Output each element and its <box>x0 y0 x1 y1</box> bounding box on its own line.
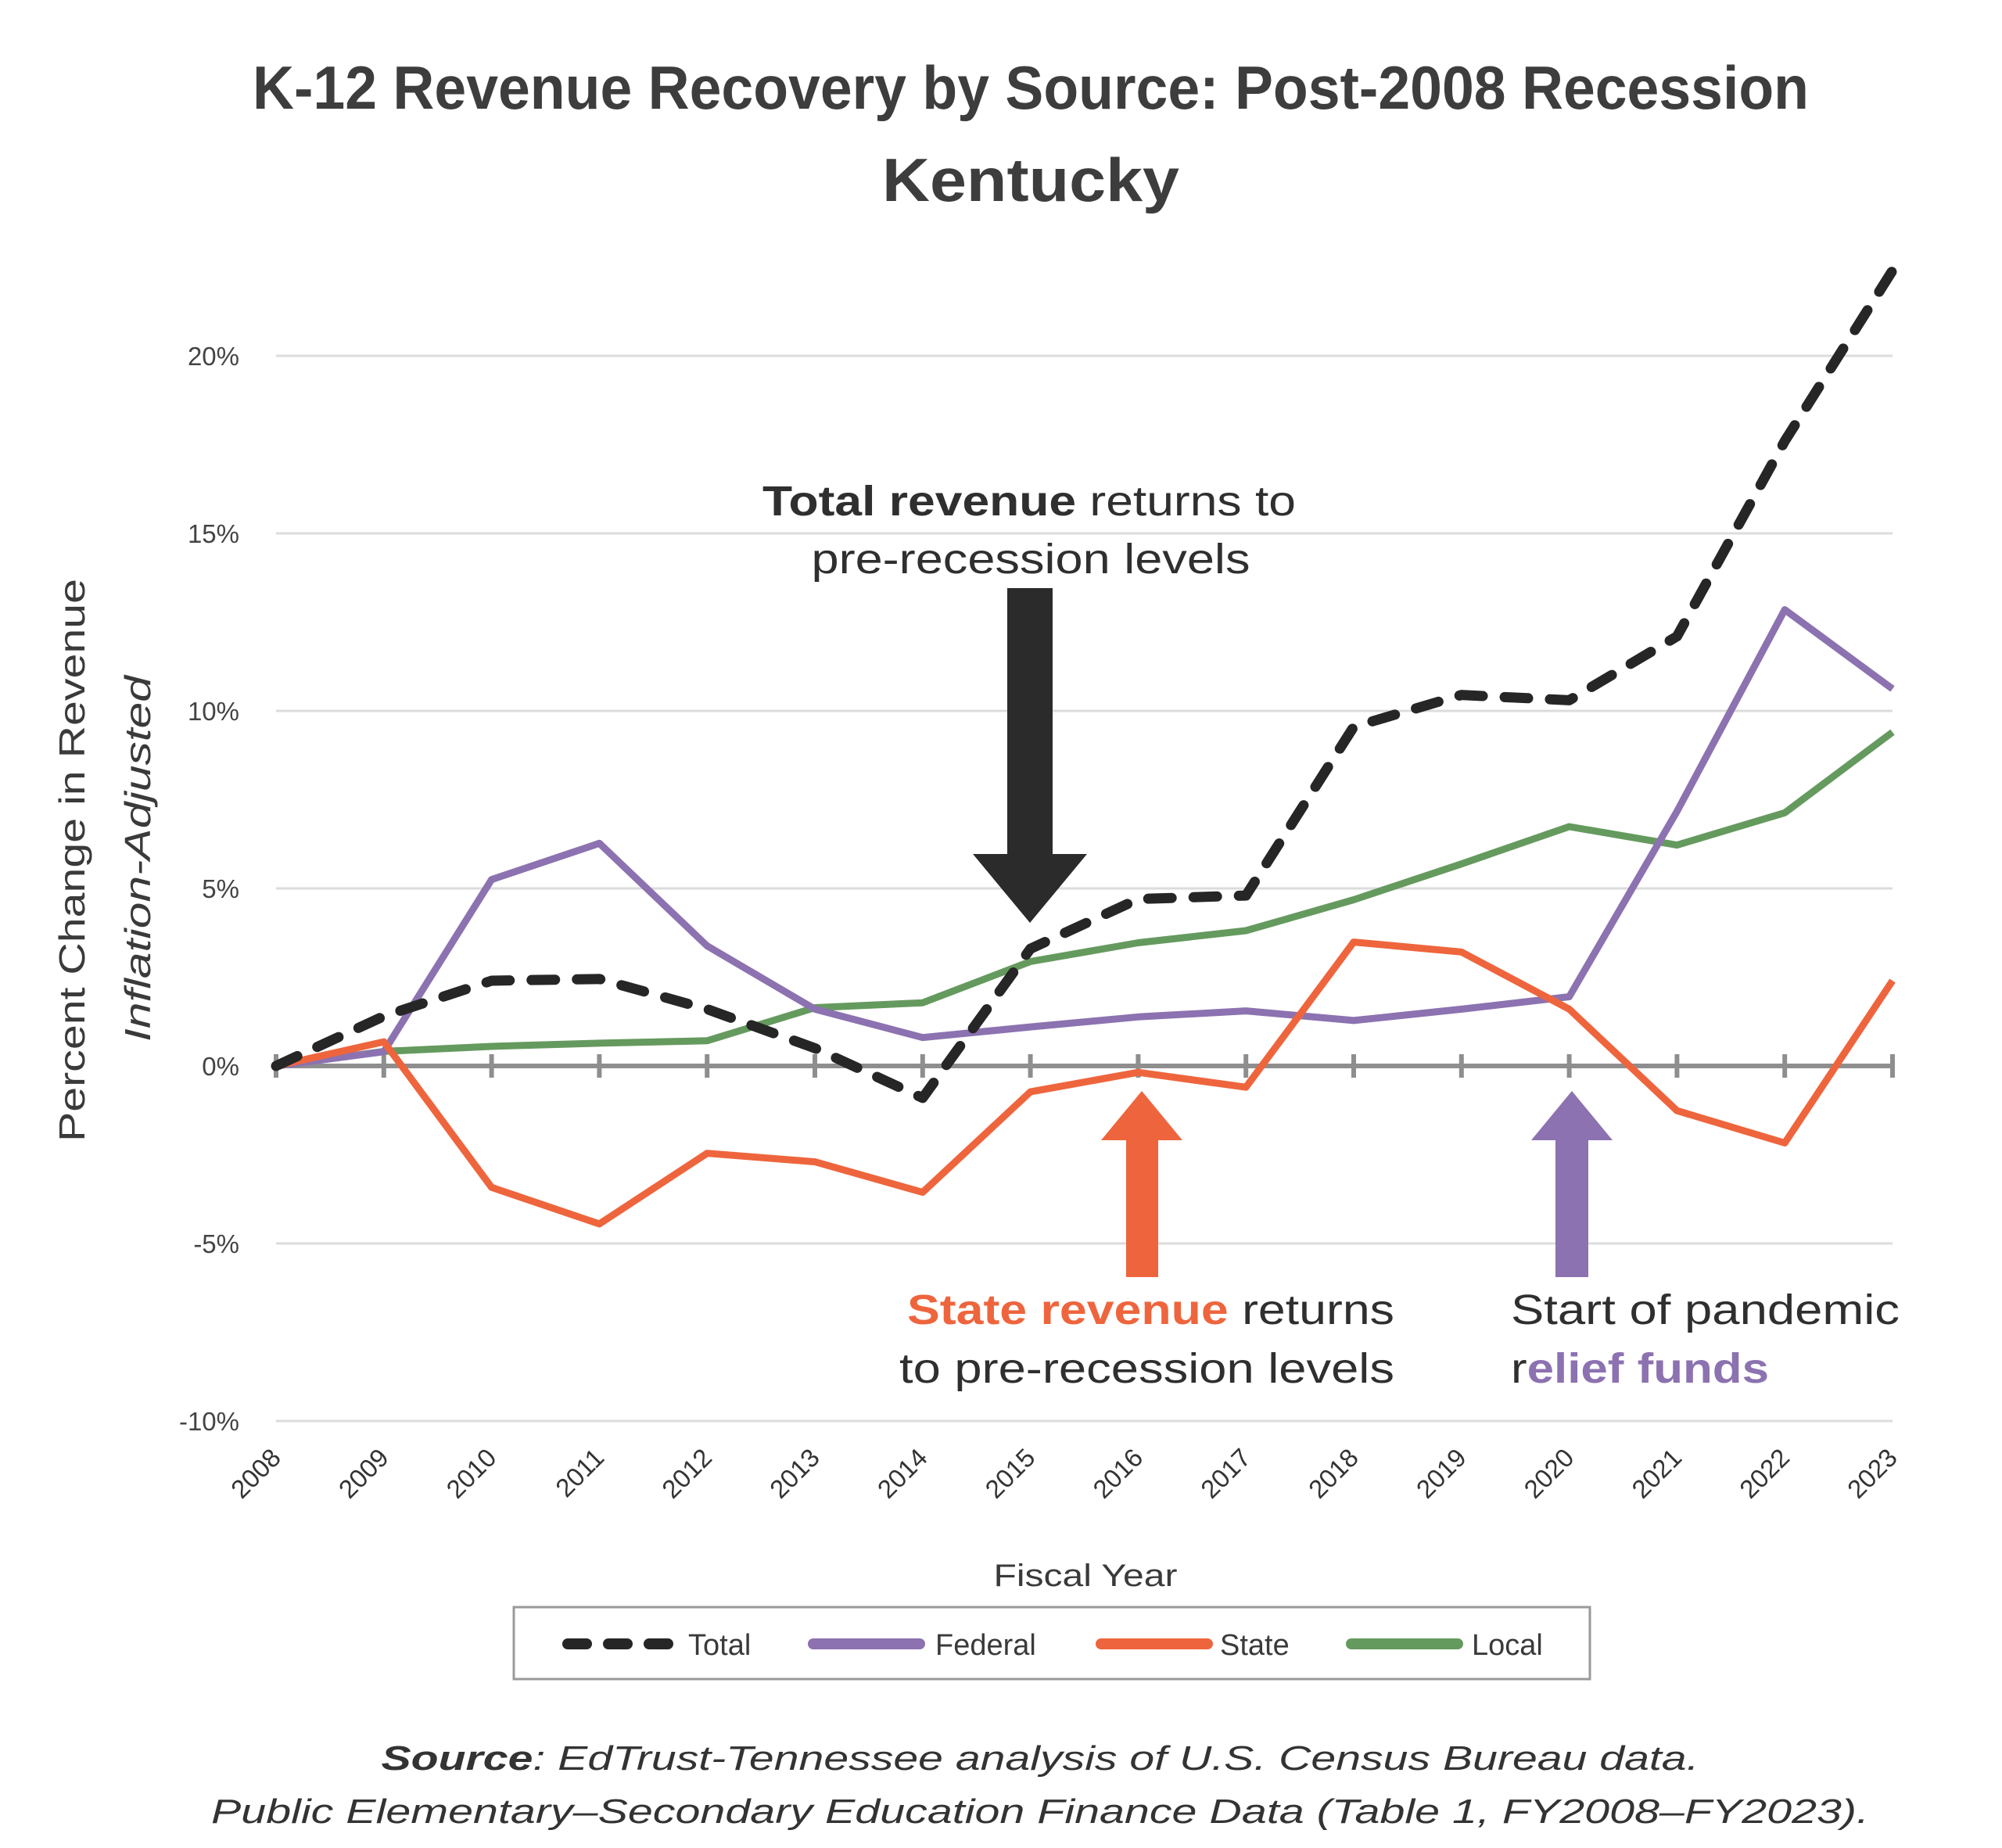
series-lines <box>271 265 1898 1228</box>
y-axis-title: Percent Change in Revenue <box>52 579 92 1142</box>
x-tick-label: 2015 <box>979 1443 1040 1504</box>
x-tick-label: 2019 <box>1411 1443 1472 1504</box>
legend-label-local: Local <box>1472 1629 1543 1662</box>
x-tick-label: 2014 <box>872 1443 933 1504</box>
state-arrow-up-icon <box>1101 1091 1182 1277</box>
gridlines <box>276 354 1893 1423</box>
series-line-total <box>271 265 1898 1103</box>
state-annotation-bold: State revenue <box>907 1286 1229 1333</box>
y-tick-label: 10% <box>188 697 239 726</box>
x-tick-label: 2012 <box>656 1443 717 1504</box>
x-tick-label: 2020 <box>1518 1443 1579 1504</box>
y-tick-label: 20% <box>188 342 239 371</box>
legend-label-state: State <box>1220 1629 1290 1662</box>
annotation-arrows <box>973 588 1613 1277</box>
pandemic-annotation-line1: Start of pandemic <box>1511 1286 1900 1333</box>
legend-label-federal: Federal <box>935 1629 1036 1662</box>
total-annotation-line1: Total revenue returns to <box>762 478 1296 525</box>
pandemic-arrow-up-icon <box>1531 1091 1613 1277</box>
total-annotation-bold: Total revenue <box>762 478 1076 525</box>
x-tick-label: 2023 <box>1842 1443 1903 1504</box>
y-tick-label: -5% <box>193 1229 239 1258</box>
state-annotation-line1: State revenue returns <box>907 1286 1394 1333</box>
y-tick-label: 15% <box>188 519 239 548</box>
source-text: : EdTrust-Tennessee analysis of U.S. Cen… <box>533 1739 1699 1778</box>
series-line-local <box>275 729 1895 1070</box>
x-tick-label: 2021 <box>1626 1443 1687 1504</box>
x-axis-title: Fiscal Year <box>994 1559 1178 1593</box>
pandemic-annotation-line2: relief funds <box>1511 1345 1769 1392</box>
total-annotation-line2: pre-recession levels <box>812 536 1250 583</box>
x-tick-label: 2010 <box>440 1443 501 1504</box>
source-line1: Source: EdTrust-Tennessee analysis of U.… <box>382 1739 1699 1778</box>
chart-subtitle: Kentucky <box>882 145 1179 214</box>
y-axis-ticks: -10% -5% 0% 5% 10% 15% 20% <box>179 342 239 1436</box>
x-tick-label: 2008 <box>225 1443 286 1504</box>
x-tick-label: 2016 <box>1087 1443 1148 1504</box>
state-annotation-line2: to pre-recession levels <box>899 1345 1394 1392</box>
legend: Total Federal State Local <box>512 1606 1591 1681</box>
source-label: Source <box>382 1739 533 1778</box>
pandemic-annotation-bold: elief funds <box>1527 1345 1769 1392</box>
total-annotation-rest: returns to <box>1076 478 1296 525</box>
x-axis-tick-labels: 2008 2009 2010 2011 2012 2013 2014 2015 2016 2017… <box>225 1443 1903 1504</box>
y-axis-subtitle: Inflation-Adjusted <box>117 674 158 1042</box>
x-tick-label: 2017 <box>1195 1443 1256 1504</box>
pandemic-annotation-plain: r <box>1511 1345 1527 1392</box>
x-tick-label: 2011 <box>550 1443 609 1502</box>
series-line-state <box>275 938 1896 1228</box>
x-tick-label: 2013 <box>764 1443 825 1504</box>
y-tick-label: 5% <box>202 874 239 903</box>
y-tick-label: -10% <box>179 1407 239 1436</box>
legend-label-total: Total <box>688 1629 751 1662</box>
chart-title: K-12 Revenue Recovery by Source: Post-20… <box>253 53 1809 122</box>
y-tick-label: 0% <box>202 1052 239 1081</box>
source-line2: Public Elementary–Secondary Education Fi… <box>211 1792 1869 1831</box>
x-axis <box>274 1054 1895 1078</box>
x-tick-label: 2018 <box>1303 1443 1364 1504</box>
state-annotation-rest: returns <box>1229 1286 1394 1333</box>
x-tick-label: 2022 <box>1734 1443 1795 1504</box>
x-tick-label: 2009 <box>333 1443 394 1504</box>
series-line-federal <box>275 606 1895 1070</box>
total-arrow-down-icon <box>973 588 1087 923</box>
